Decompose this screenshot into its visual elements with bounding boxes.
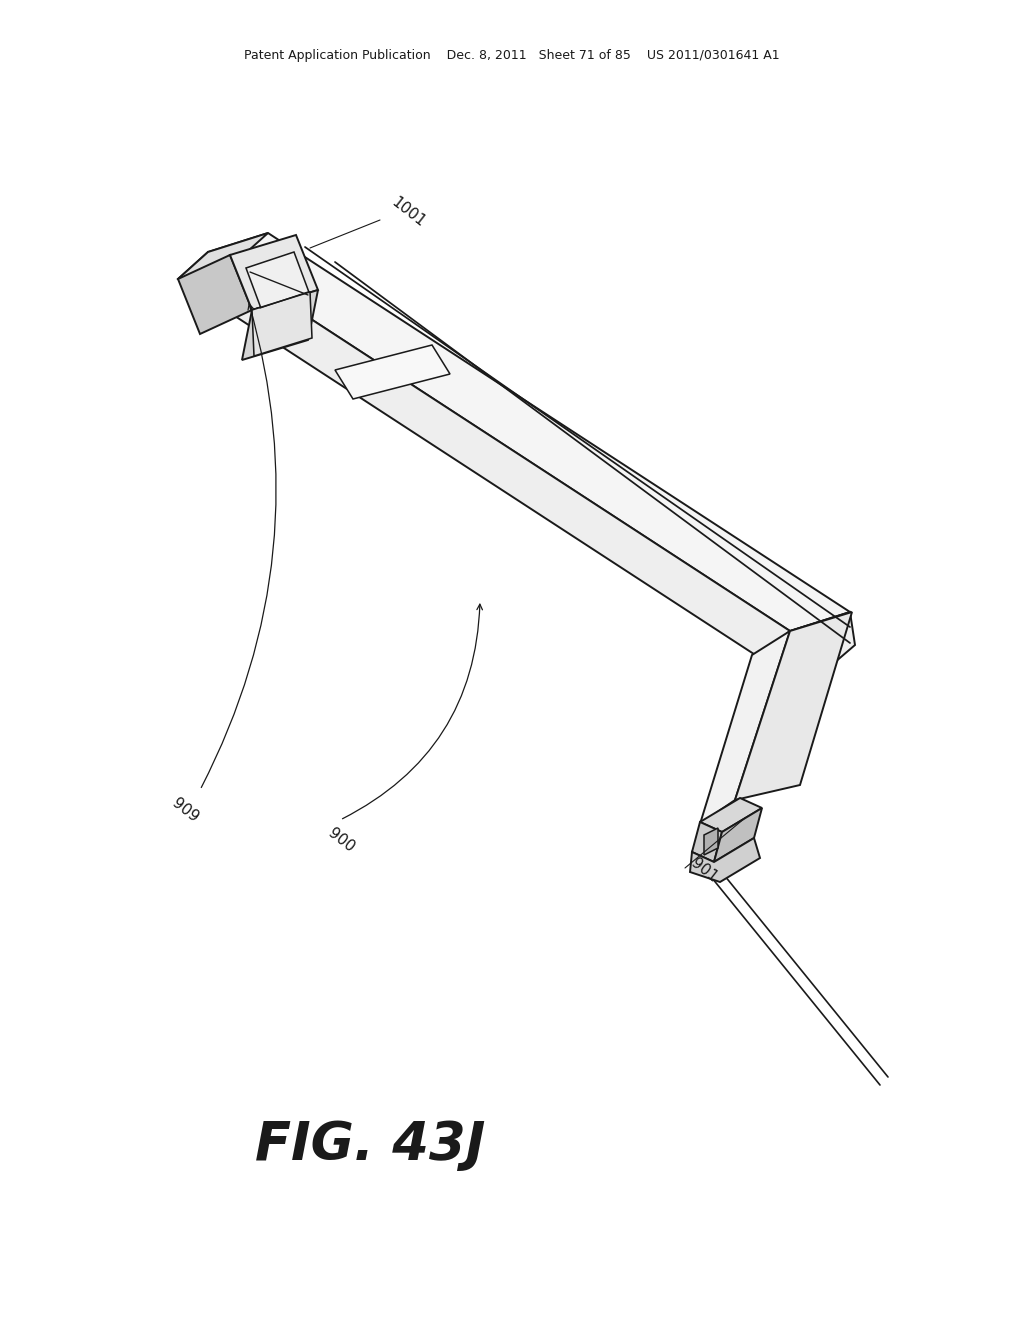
Polygon shape <box>714 808 762 862</box>
Polygon shape <box>700 631 790 824</box>
FancyArrowPatch shape <box>342 605 482 818</box>
Polygon shape <box>705 828 718 855</box>
Text: Patent Application Publication    Dec. 8, 2011   Sheet 71 of 85    US 2011/03016: Patent Application Publication Dec. 8, 2… <box>244 49 780 62</box>
Polygon shape <box>700 799 762 832</box>
Text: FIG. 43J: FIG. 43J <box>255 1119 485 1171</box>
Polygon shape <box>692 822 722 862</box>
Polygon shape <box>178 252 790 657</box>
Polygon shape <box>178 255 252 334</box>
Polygon shape <box>690 838 760 882</box>
Polygon shape <box>735 612 852 800</box>
Polygon shape <box>230 235 318 310</box>
Text: 901: 901 <box>688 855 720 884</box>
Polygon shape <box>178 234 268 279</box>
Polygon shape <box>246 252 310 312</box>
Polygon shape <box>242 290 318 360</box>
Polygon shape <box>252 292 312 356</box>
FancyArrowPatch shape <box>202 304 276 788</box>
Text: 909: 909 <box>169 795 201 825</box>
Text: 900: 900 <box>325 825 357 855</box>
Polygon shape <box>335 345 450 399</box>
Polygon shape <box>208 234 850 631</box>
Polygon shape <box>760 612 855 680</box>
Text: 1001: 1001 <box>388 194 428 230</box>
